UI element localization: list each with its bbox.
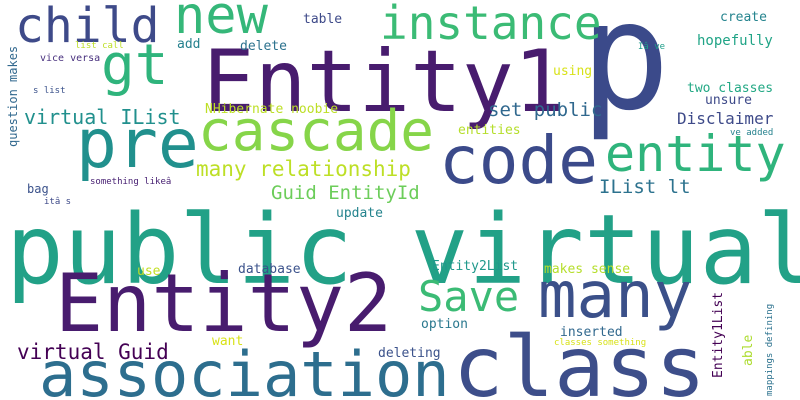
word-makes-sense: makes sense (544, 262, 630, 277)
word-vice-versa: vice versa (40, 53, 100, 64)
word-delete: delete (240, 39, 287, 54)
word-virtual-ilist: virtual IList (24, 105, 181, 129)
word-using: using (553, 64, 592, 79)
word-list-call: list call (75, 41, 124, 51)
word-ita-s: itâ s (44, 197, 71, 207)
word-create: create (720, 10, 767, 25)
word-hopefully: hopefully (697, 33, 773, 49)
word-instance: instance (380, 0, 602, 50)
word-disclaimer: Disclaimer (677, 109, 774, 128)
word-pre: pre (76, 105, 199, 184)
word-virtual-guid: virtual Guid (17, 340, 169, 364)
word-public-virtual: public virtual (6, 194, 800, 306)
word-ia-ve: Iâ ve (638, 42, 665, 52)
word-entity2: Entity2 (55, 257, 392, 350)
word-many-relationship: many relationship (196, 157, 411, 181)
word-entity: entity (605, 125, 786, 183)
word-many: many (538, 259, 692, 333)
word-child: child (15, 0, 160, 54)
word-inserted: inserted (560, 325, 623, 340)
word-save: Save (418, 272, 519, 321)
word-s-list: s list (33, 86, 66, 96)
word-add: add (177, 37, 200, 52)
word-two-classes: two classes (687, 81, 773, 96)
word-entities: entities (458, 123, 521, 138)
word-p: p (580, 0, 670, 144)
word-ilist-lt: IList lt (599, 176, 691, 198)
word-guid-entityid: Guid EntityId (271, 182, 420, 204)
word-mappings-defining: mappings defining (765, 304, 775, 396)
word-association: association (39, 338, 450, 400)
word-set-public: set public (488, 99, 602, 121)
word-able: able (741, 335, 756, 366)
word-want: want (212, 334, 243, 349)
word-class: class (453, 318, 706, 400)
word-database: database (238, 262, 301, 277)
word-question-makes: question makes (6, 46, 20, 147)
word-update: update (336, 206, 383, 221)
word-ve-added: ve added (730, 128, 773, 138)
word-bag: bag (27, 182, 49, 196)
word-table: table (303, 12, 342, 27)
word-entity2list: Entity2List (432, 259, 518, 274)
word-new: new (174, 0, 269, 46)
word-code: code (439, 122, 598, 199)
word-entity1: Entity1 (203, 32, 565, 132)
word-entity1list: Entity1List (711, 292, 726, 378)
word-unsure: unsure (705, 93, 752, 108)
word-classes-something: classes something (554, 338, 646, 348)
word-deleting: deleting (378, 346, 441, 361)
word-use: use (137, 264, 161, 279)
word-cascade: cascade (198, 99, 434, 164)
word-something-likea: something likeâ (90, 177, 171, 187)
word-gt: gt (101, 33, 168, 98)
word-nhibernate-noobie: NHibernate noobie (205, 102, 338, 117)
word-option: option (421, 317, 468, 332)
